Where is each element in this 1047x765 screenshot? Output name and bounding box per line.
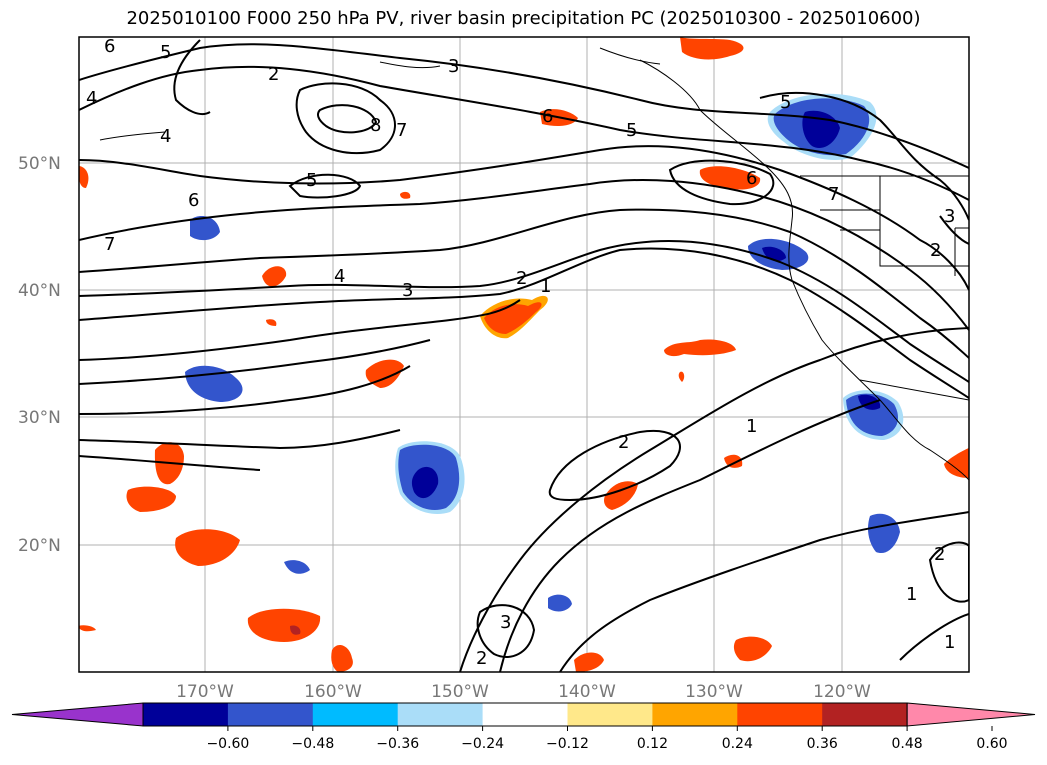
colorbar-swatch [397, 703, 484, 726]
precip-negative-regions [185, 93, 904, 612]
colorbar-extend-max [906, 702, 1036, 727]
contour-label: 5 [780, 92, 791, 113]
colorbar-tick-label: −0.12 [546, 736, 589, 752]
contour-label: 1 [540, 276, 551, 297]
pv-contours [79, 39, 969, 672]
contour-label: 7 [396, 120, 407, 141]
colorbar-swatch [227, 703, 314, 726]
colorbar-swatch [822, 703, 908, 726]
colorbar-tick-label: 0.24 [722, 736, 753, 752]
lon-label-120w: 120°W [813, 682, 871, 702]
lon-label-130w: 130°W [685, 682, 743, 702]
lat-label-40n: 40°N [18, 281, 61, 301]
contour-label: 7 [104, 234, 115, 255]
contour-label: 6 [542, 106, 553, 127]
lat-label-30n: 30°N [18, 408, 61, 428]
colorbar-swatch [567, 703, 653, 726]
contour-label: 2 [476, 648, 487, 669]
contour-labels: 6 5 4 2 3 8 7 4 5 6 5 6 7 4 3 2 1 6 5 7 … [86, 36, 955, 669]
lat-label-20n: 20°N [18, 536, 61, 556]
lon-label-170w: 170°W [176, 682, 234, 702]
map-title: 2025010100 F000 250 hPa PV, river basin … [126, 8, 921, 29]
precip-positive-regions [79, 37, 969, 672]
colorbar-tick-label: −0.36 [376, 736, 419, 752]
contour-label: 2 [516, 268, 527, 289]
colorbar-outline [142, 702, 908, 727]
contour-label: 7 [828, 184, 839, 205]
contour-label: 3 [500, 612, 511, 633]
contour-label: 3 [402, 280, 413, 301]
colorbar-tick-label: 0.48 [892, 736, 923, 752]
lat-label-50n: 50°N [18, 154, 61, 174]
contour-label: 4 [160, 126, 171, 147]
colorbar-tick-label: 0.36 [807, 736, 838, 752]
contour-label: 2 [930, 240, 941, 261]
colorbar-tick-label: 0.60 [976, 736, 1007, 752]
contour-label: 2 [268, 64, 279, 85]
contour-label: 5 [626, 120, 637, 141]
contour-label: 5 [306, 170, 317, 191]
colorbar-extend-min [11, 702, 144, 727]
lon-label-160w: 160°W [304, 682, 362, 702]
colorbar-tick-label: −0.24 [461, 736, 504, 752]
contour-label: 1 [746, 416, 757, 437]
colorbar-swatch [737, 703, 823, 726]
colorbar-tick-label: 0.12 [637, 736, 668, 752]
latitude-labels: 50°N 40°N 30°N 20°N [18, 154, 61, 556]
colorbar-tick-label: −0.60 [206, 736, 249, 752]
colorbar-swatch [482, 703, 568, 726]
contour-label: 6 [104, 36, 115, 57]
colorbar-swatch [652, 703, 738, 726]
colorbar: −0.60 −0.48 −0.36 −0.24 −0.12 0.12 0.24 0.36 0.4… [11, 702, 1036, 752]
contour-label: 2 [618, 432, 629, 453]
contour-label: 6 [746, 168, 757, 189]
contour-label: 6 [188, 190, 199, 211]
colorbar-tick-label: −0.48 [291, 736, 334, 752]
longitude-labels: 170°W 160°W 150°W 140°W 130°W 120°W [176, 682, 871, 702]
contour-label: 4 [86, 88, 97, 109]
colorbar-swatch [143, 703, 229, 726]
contour-label: 3 [944, 206, 955, 227]
contour-label: 3 [448, 56, 459, 77]
lon-label-140w: 140°W [558, 682, 616, 702]
contour-label: 1 [944, 632, 955, 653]
contour-label: 2 [934, 544, 945, 565]
contour-label: 4 [334, 266, 345, 287]
colorbar-swatch [312, 703, 399, 726]
contour-label: 8 [370, 115, 381, 136]
contour-label: 1 [906, 584, 917, 605]
lon-label-150w: 150°W [431, 682, 489, 702]
contour-label: 5 [160, 42, 171, 63]
map-frame [78, 36, 970, 673]
